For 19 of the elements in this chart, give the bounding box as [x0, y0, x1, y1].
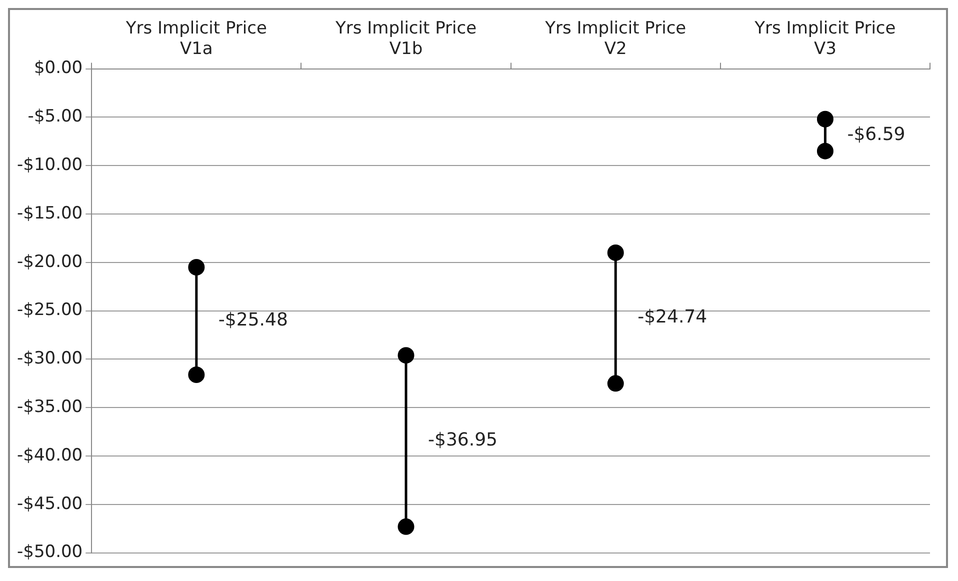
- y-tick-label: -$10.00: [16, 155, 83, 176]
- annotation: -$25.48: [218, 310, 288, 331]
- annotation: -$6.59: [847, 124, 906, 145]
- y-tick-label: -$30.00: [16, 348, 83, 369]
- annotation: -$24.74: [638, 306, 708, 328]
- y-tick-label: -$35.00: [16, 397, 83, 418]
- y-tick-label: -$20.00: [16, 252, 83, 272]
- y-tick-label: $0.00: [34, 58, 83, 78]
- y-tick-label: -$15.00: [16, 203, 83, 224]
- y-tick-label: -$45.00: [16, 494, 83, 514]
- y-tick-label: -$40.00: [16, 445, 83, 466]
- x-tick-label: Yrs Implicit Price V1b: [334, 18, 477, 60]
- y-tick-label: -$5.00: [28, 106, 83, 127]
- annotation: -$36.95: [428, 430, 498, 451]
- y-tick-label: -$50.00: [16, 542, 83, 562]
- y-tick-label: -$25.00: [16, 300, 83, 320]
- x-tick-label: Yrs Implicit Price V1a: [124, 18, 267, 60]
- x-tick-label: Yrs Implicit Price V3: [754, 18, 896, 60]
- x-tick-label: Yrs Implicit Price V2: [544, 18, 686, 60]
